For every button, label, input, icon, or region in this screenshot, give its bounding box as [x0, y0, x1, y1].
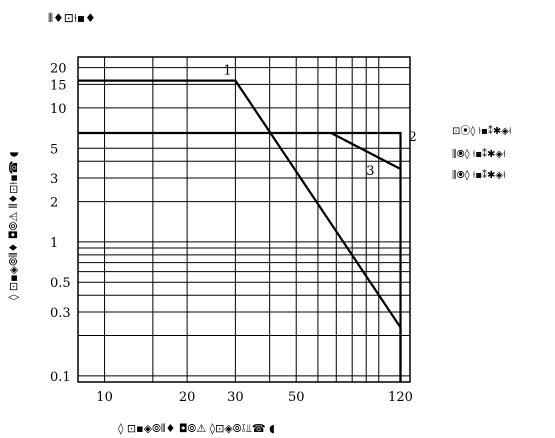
y-tick-label: 5: [50, 142, 58, 157]
series-label-3: 3: [366, 164, 374, 179]
x-tick-label: 20: [179, 390, 196, 405]
chart-title: ⫴♦⊡⫮▪♦: [48, 11, 96, 25]
y-tick-label: 15: [50, 78, 67, 93]
y-tick-label: 2: [50, 196, 58, 211]
series-label-1: 1: [223, 64, 231, 79]
legend: ⊡⦿◊ ⫮▪⁑✱◈⫮ ⫼⦿◊ ⫮▪⁑✱◈⫮ ⫼⦿◊ ⫮▪⁑✱◈⫮: [452, 124, 512, 181]
x-tick-label: 10: [96, 390, 113, 405]
series-line-2: [78, 131, 402, 382]
y-tick-label: 0.5: [50, 276, 71, 291]
legend-entry-3: ⫼⦿◊ ⫮▪⁑✱◈⫮: [452, 168, 506, 181]
legend-entry-2: ⫼⦿◊ ⫮▪⁑✱◈⫮: [452, 147, 506, 160]
x-tick-label: 30: [227, 390, 244, 405]
y-axis-label: ◊ ⊡▪◈⦾⫴♦ ◘⦾⚠ ⫴♦⊡⫮▪☎ ◖: [7, 151, 20, 300]
y-tick-label: 0.1: [50, 370, 71, 385]
y-tick-label: 0.3: [50, 306, 71, 321]
y-tick-label: 10: [50, 102, 67, 117]
series-line-3: [330, 132, 402, 170]
y-tick-label: 1: [50, 236, 58, 251]
plot-frame: [77, 56, 411, 383]
y-tick-label: 20: [50, 62, 67, 77]
x-axis-label: ◊ ⊡▪◈⦾⫴♦ ◘⦾⚠ ◊⊡◈⦾⫱⫫☎ ◖: [118, 422, 275, 435]
legend-entry-1: ⊡⦿◊ ⫮▪⁑✱◈⫮: [452, 124, 512, 137]
y-tick-label: 3: [50, 172, 58, 187]
series-label-2: 2: [408, 130, 416, 145]
x-tick-label: 120: [388, 390, 413, 405]
x-tick-label: 50: [288, 390, 305, 405]
